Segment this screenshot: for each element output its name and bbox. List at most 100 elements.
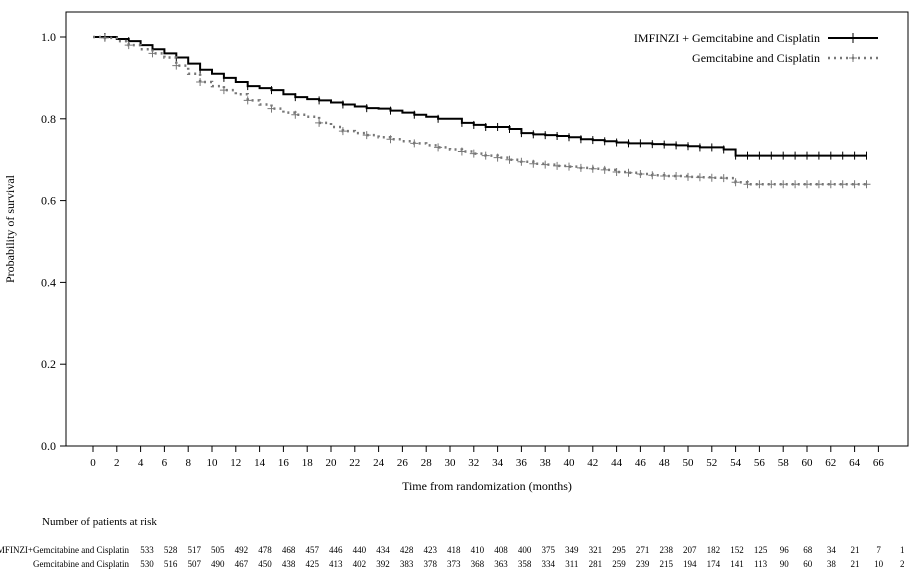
x-tick-label: 8	[185, 457, 191, 469]
x-tick-label: 36	[516, 457, 528, 469]
x-tick-label: 48	[659, 457, 671, 469]
x-tick-label: 52	[706, 457, 717, 469]
risk-cell: 378	[423, 559, 437, 569]
x-axis-label: Time from randomization (months)	[402, 479, 572, 493]
censor-mark	[779, 180, 788, 189]
censor-mark	[219, 86, 228, 95]
censor-mark	[576, 163, 585, 172]
censor-mark	[172, 61, 181, 70]
x-tick-label: 18	[302, 457, 314, 469]
risk-cell: 408	[494, 545, 508, 555]
x-tick-label: 2	[114, 457, 120, 469]
risk-cell: 21	[850, 559, 860, 569]
risk-cell: 90	[779, 559, 789, 569]
risk-cell: 490	[211, 559, 225, 569]
x-tick-label: 22	[349, 457, 360, 469]
censor-mark	[505, 155, 514, 164]
risk-cell: 507	[187, 559, 201, 569]
x-tick-label: 12	[230, 457, 241, 469]
censor-mark	[315, 118, 324, 127]
risk-cell: 392	[376, 559, 390, 569]
risk-cell: 375	[541, 545, 555, 555]
censor-mark	[731, 178, 740, 187]
censor-mark	[588, 164, 597, 173]
x-tick-label: 28	[421, 457, 433, 469]
y-tick-label: 0.2	[41, 357, 56, 371]
censor-mark	[684, 172, 692, 181]
risk-cell: 10	[874, 559, 884, 569]
risk-cell: 418	[447, 545, 461, 555]
risk-cell: 96	[779, 545, 789, 555]
censor-mark	[672, 172, 681, 181]
censor-mark	[624, 168, 633, 177]
legend: IMFINZI + Gemcitabine and Cisplatin Gemci…	[634, 31, 878, 65]
risk-cell: 239	[635, 559, 650, 569]
x-tick-label: 14	[254, 457, 266, 469]
risk-cell: 207	[683, 545, 697, 555]
x-tick-label: 10	[207, 457, 219, 469]
censor-mark	[469, 149, 478, 158]
censor-mark	[410, 139, 419, 148]
censor-mark	[541, 160, 550, 169]
risk-cell: 295	[612, 545, 626, 555]
censor-mark	[100, 33, 109, 42]
risk-cell: 174	[706, 559, 721, 569]
censor-mark	[148, 49, 157, 58]
risk-cell: 1	[899, 545, 905, 555]
risk-table-title: Number of patients at risk	[42, 516, 157, 528]
risk-cell: 321	[588, 545, 603, 555]
x-tick-label: 66	[873, 457, 885, 469]
x-tick-label: 42	[587, 457, 598, 469]
censor-mark	[267, 104, 276, 113]
x-tick-label: 30	[445, 457, 457, 469]
risk-cell: 368	[470, 559, 485, 569]
censor-mark	[755, 180, 764, 189]
censor-mark	[767, 180, 776, 189]
risk-cell: 358	[517, 559, 532, 569]
risk-cell: 113	[754, 559, 768, 569]
x-tick-label: 62	[825, 457, 836, 469]
censor-mark	[291, 110, 300, 119]
plot-frame	[65, 11, 909, 447]
censor-mark	[434, 143, 443, 152]
risk-cell: 334	[541, 559, 555, 569]
x-tick-label: 16	[278, 457, 290, 469]
censor-mark	[124, 41, 133, 50]
risk-cell: 533	[140, 545, 154, 555]
censor-mark	[719, 174, 728, 183]
censor-mark	[553, 161, 562, 170]
legend-label-1: Gemcitabine and Cisplatin	[692, 51, 820, 65]
censor-mark	[636, 170, 645, 179]
censor-mark	[850, 180, 859, 189]
risk-cell: 271	[635, 545, 650, 555]
risk-cell: 413	[329, 559, 343, 569]
risk-cell: 182	[706, 545, 721, 555]
x-tick-label: 6	[162, 457, 168, 469]
risk-cell: 349	[565, 545, 579, 555]
y-axis-label: Probability of survival	[3, 174, 17, 283]
risk-cell: 468	[281, 545, 296, 555]
risk-cell: 363	[494, 559, 508, 569]
risk-cell: 410	[470, 545, 485, 555]
y-tick-label: 0.6	[41, 194, 56, 208]
x-tick-label: 44	[611, 457, 623, 469]
x-tick-label: 60	[802, 457, 814, 469]
risk-cell: 2	[899, 559, 905, 569]
risk-cell: 125	[753, 545, 768, 555]
y-tick-label: 0.0	[41, 439, 56, 453]
x-tick-label: 20	[326, 457, 338, 469]
y-tick-label: 0.4	[41, 275, 56, 289]
risk-cell: 516	[163, 559, 178, 569]
censor-mark	[660, 172, 669, 181]
risk-cell: 492	[234, 545, 249, 555]
risk-cell: 383	[399, 559, 414, 569]
risk-cell: 194	[683, 559, 697, 569]
x-tick-label: 26	[397, 457, 409, 469]
censor-mark	[791, 180, 800, 189]
x-tick-label: 4	[138, 457, 144, 469]
risk-cell: 141	[730, 559, 744, 569]
risk-cell: 238	[659, 545, 673, 555]
censor-mark	[338, 127, 347, 136]
risk-row-label: Gemcitabine and Cisplatin	[33, 559, 129, 569]
